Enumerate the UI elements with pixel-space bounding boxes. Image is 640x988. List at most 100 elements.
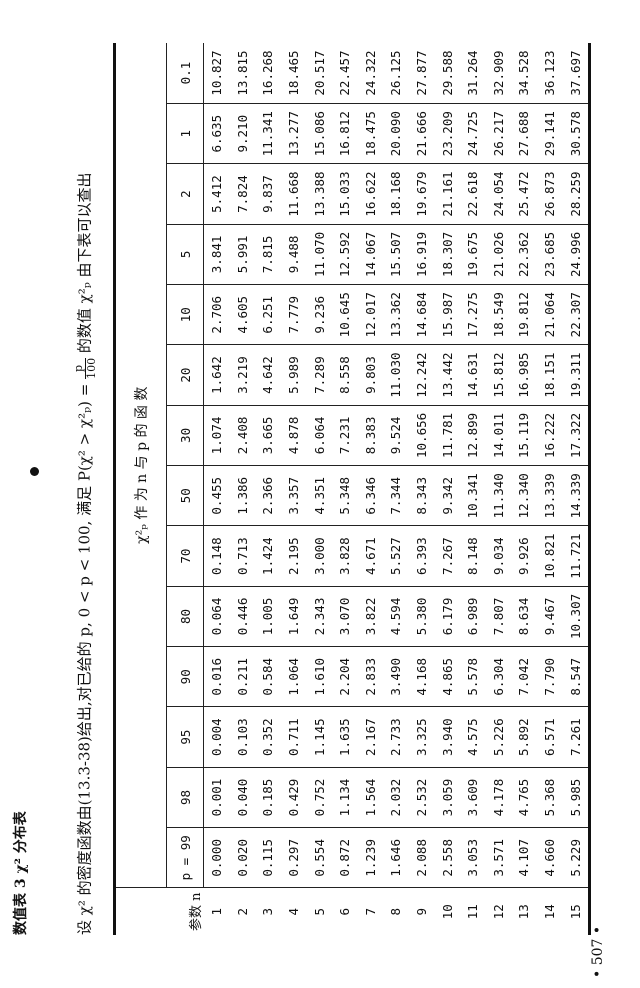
chi-square-value: 2.408 [229, 405, 256, 466]
table-row: 10 2.558 3.059 3.940 4.865 6.179 7.267 9.342 11.… [434, 43, 460, 935]
chi-square-value: 24.725 [459, 103, 486, 164]
chi-square-value: 3.059 [434, 767, 460, 828]
chi-square-value: 9.210 [229, 103, 256, 164]
chi-square-value: 4.575 [459, 706, 486, 768]
chi-square-value: 6.346 [357, 465, 384, 526]
n-value: 10 [439, 904, 455, 920]
p-column-header: 5 [166, 224, 204, 285]
chi-square-value: 14.631 [459, 344, 486, 406]
chi-square-value: 10.821 [536, 525, 563, 587]
chi-square-value: 11.340 [485, 465, 512, 526]
table-row: 4 0.297 0.429 0.711 1.064 1.649 2.195 3.357 4.87… [280, 43, 307, 935]
chi-square-value: 31.264 [459, 43, 486, 104]
chi-square-value: 18.465 [280, 43, 307, 104]
n-value: 4 [286, 907, 302, 916]
table-row: 5 0.554 0.752 1.145 1.610 2.343 3.000 4.351 6.06… [306, 43, 332, 935]
chi-square-value: 23.209 [434, 103, 460, 164]
chi-square-value: 1.649 [280, 586, 307, 647]
chi-square-value: 11.721 [562, 525, 590, 587]
chi-square-value: 32.909 [485, 43, 512, 104]
chi-square-value: 3.940 [434, 706, 460, 768]
description-text-before: 设 χ² 的密度函数由(13.3-38)给出,对已给的 p, 0 < p < 1… [75, 378, 94, 935]
chi-square-value: 6.179 [434, 586, 460, 647]
table-body: 1 0.000 0.001 0.004 0.016 0.064 0.148 0.455 1.07… [203, 43, 590, 935]
chi-square-value: 5.226 [485, 706, 512, 768]
chi-square-value: 0.455 [203, 465, 230, 526]
n-value: 12 [490, 904, 506, 920]
table-row: 3 0.115 0.185 0.352 0.584 1.005 1.424 2.366 3.66… [255, 43, 281, 935]
chi-square-value: 21.026 [485, 224, 512, 285]
n-value: 2 [234, 907, 250, 916]
chi-square-value: 0.004 [203, 706, 230, 768]
chi-square-value: 0.040 [229, 767, 256, 828]
chi-square-value: 27.877 [408, 43, 435, 104]
chi-square-value: 12.899 [459, 405, 486, 466]
chi-square-value: 15.033 [331, 163, 358, 225]
chi-square-value: 5.991 [229, 224, 256, 285]
chi-square-value: 21.161 [434, 163, 460, 225]
chi-square-value: 11.668 [280, 163, 307, 225]
chi-square-value: 7.289 [306, 344, 332, 406]
chi-square-value: 22.618 [459, 163, 486, 225]
chi-square-value: 22.457 [331, 43, 358, 104]
chi-square-value: 6.393 [408, 525, 435, 587]
chi-square-value: 25.472 [511, 163, 537, 225]
chi-square-value: 2.167 [357, 706, 384, 768]
chi-square-value: 14.067 [357, 224, 384, 285]
chi-square-value: 1.005 [255, 586, 281, 647]
chi-square-value: 13.362 [383, 284, 409, 345]
chi-square-value: 5.985 [562, 767, 590, 828]
chi-square-value: 3.822 [357, 586, 384, 647]
p-column-header: 98 [166, 767, 204, 828]
chi-square-value: 8.547 [562, 646, 590, 707]
chi-square-value: 0.429 [280, 767, 307, 828]
chi-square-value: 1.424 [255, 525, 281, 587]
chi-square-value: 3.609 [459, 767, 486, 828]
chi-square-value: 14.339 [562, 465, 590, 526]
chi-square-value: 1.635 [331, 706, 358, 768]
chi-square-value: 0.185 [255, 767, 281, 828]
chi-square-value: 2.833 [357, 646, 384, 707]
chi-square-value: 4.671 [357, 525, 384, 587]
chi-square-value: 9.236 [306, 284, 332, 345]
chi-square-value: 11.781 [434, 405, 460, 466]
chi-square-value: 7.344 [383, 465, 409, 526]
chi-square-value: 17.322 [562, 405, 590, 466]
n-value: 9 [414, 907, 430, 916]
chi-square-value: 13.442 [434, 344, 460, 406]
chi-square-value: 30.578 [562, 103, 590, 164]
chi-square-value: 9.034 [485, 525, 512, 587]
chi-square-value: 1.610 [306, 646, 332, 707]
chi-square-value: 1.064 [280, 646, 307, 707]
chi-square-value: 24.322 [357, 43, 384, 104]
chi-square-value: 2.195 [280, 525, 307, 587]
chi-square-value: 22.362 [511, 224, 537, 285]
chi-square-value: 5.892 [511, 706, 537, 768]
table-row: 13 4.107 4.765 5.892 7.042 8.634 9.926 12.340 15… [511, 43, 537, 935]
chi-square-value: 16.622 [357, 163, 384, 225]
chi-square-value: 5.578 [459, 646, 486, 707]
chi-square-value: 0.148 [203, 525, 230, 587]
chi-square-value: 27.688 [511, 103, 537, 164]
chi-square-value: 2.733 [383, 706, 409, 768]
chi-square-value: 24.054 [485, 163, 512, 225]
chi-square-value: 16.812 [331, 103, 358, 164]
chi-square-value: 22.307 [562, 284, 590, 345]
table-row: 8 1.646 2.032 2.733 3.490 4.594 5.527 7.344 9.52… [383, 43, 409, 935]
n-value: 5 [311, 907, 327, 916]
chi-square-value: 9.467 [536, 586, 563, 647]
chi-square-value: 2.558 [434, 827, 460, 888]
page-number: • 507 • [590, 925, 606, 978]
chi-square-value: 0.352 [255, 706, 281, 768]
chi-square-value: 4.765 [511, 767, 537, 828]
chi-square-value: 0.103 [229, 706, 256, 768]
chi-square-value: 12.592 [331, 224, 358, 285]
chi-square-value: 34.528 [511, 43, 537, 104]
chi-square-value: 3.000 [306, 525, 332, 587]
chi-square-value: 0.584 [255, 646, 281, 707]
chi-square-value: 4.605 [229, 284, 256, 345]
chi-square-value: 7.779 [280, 284, 307, 345]
chi-square-value: 29.141 [536, 103, 563, 164]
p-column-header: 50 [166, 465, 204, 526]
n-value: 1 [209, 907, 225, 916]
